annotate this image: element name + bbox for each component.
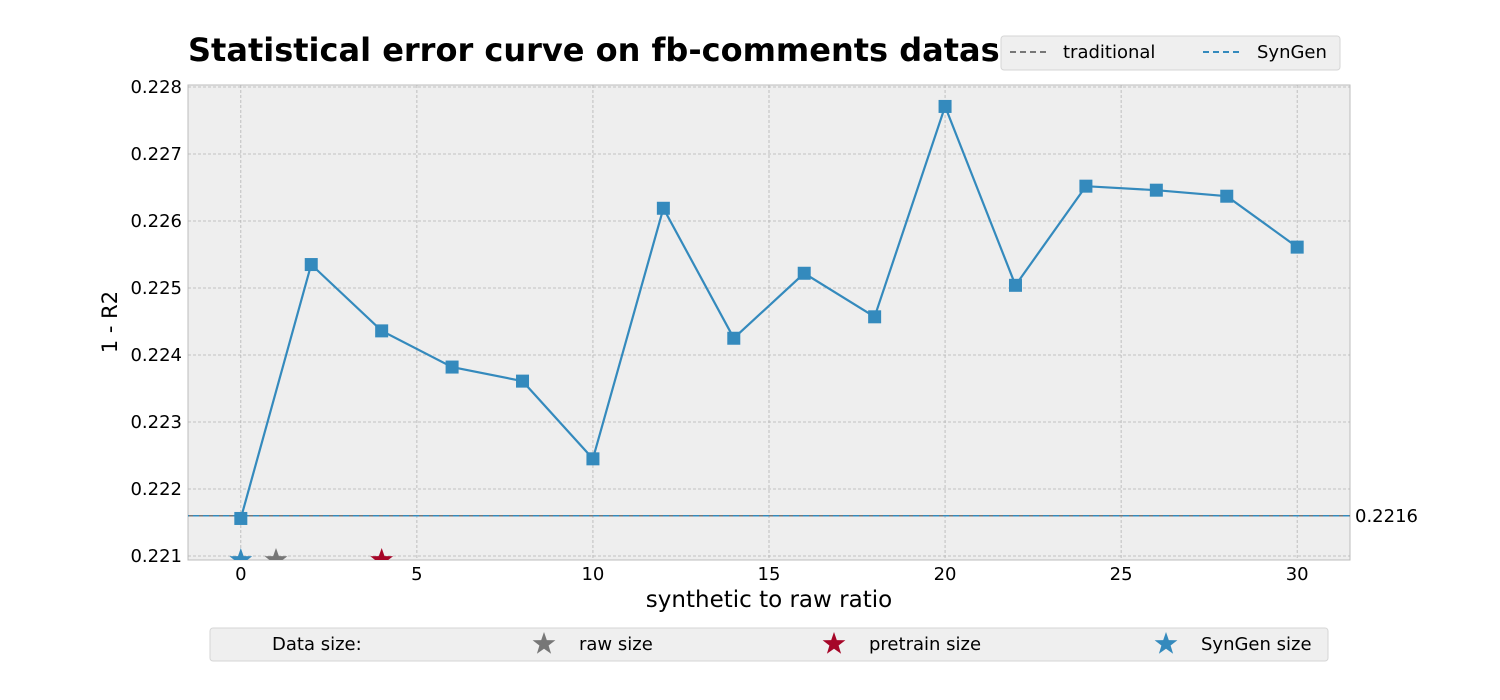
y-tick-label: 0.224 [130,345,182,366]
size-markers [229,548,394,560]
size-star-marker [229,548,253,560]
raw-size-star-icon [532,632,556,654]
size-star-marker [264,548,288,560]
y-axis-label: 1 - R2 [98,291,122,353]
data-point [516,374,530,388]
data-size-legend-box [209,627,1329,662]
legend-label-syngen: SynGen [1257,42,1327,63]
data-point [656,201,670,215]
data-point [304,258,318,272]
x-tick-label: 30 [1286,564,1309,585]
legend: traditional SynGen [1000,35,1341,71]
y-tick-label: 0.228 [130,77,182,98]
pretrain-size-star-icon [822,632,846,654]
syngen-size-star-icon [1154,632,1178,654]
x-tick-label: 15 [758,564,781,585]
series-line [239,103,1298,519]
x-tick-label: 10 [581,564,604,585]
y-tick-label: 0.223 [130,412,182,433]
data-point [375,324,389,338]
x-tick-label: 20 [934,564,957,585]
x-tick-label: 25 [1110,564,1133,585]
legend-label-traditional: traditional [1063,42,1155,63]
x-axis-label: synthetic to raw ratio [646,587,892,613]
data-point [234,511,248,525]
legend-box [1000,35,1341,71]
data-point [1079,179,1093,193]
chart-title: Statistical error curve on fb-comments d… [188,31,1037,69]
pretrain-size-legend-label: pretrain size [869,634,981,655]
data-point [445,360,459,374]
data-point [938,99,952,113]
data-point [1290,240,1304,254]
syngen-size-legend-label: SynGen size [1201,634,1312,655]
y-tick-label: 0.226 [130,211,182,232]
y-tick-label: 0.225 [130,278,182,299]
data-size-legend-title: Data size: [272,634,362,655]
data-point [1008,278,1022,292]
data-point [1149,183,1163,197]
data-point [727,331,741,345]
data-size-legend: Data size: raw size pretrain size SynGen… [209,627,1329,662]
reference-lines: 0.2216 [188,506,1418,527]
x-axis-ticks: 0 5 10 15 20 25 30 [235,564,1309,585]
data-point [797,266,811,280]
data-point [586,452,600,466]
y-tick-label: 0.227 [130,144,182,165]
x-tick-label: 0 [235,564,246,585]
data-point [868,310,882,324]
reference-value-label: 0.2216 [1355,506,1418,527]
grid-lines [188,85,1350,560]
x-tick-label: 5 [411,564,422,585]
y-tick-label: 0.222 [130,479,182,500]
size-marker-group [229,548,394,560]
y-axis-ticks: 0.221 0.222 0.223 0.224 0.225 0.226 0.227 0.228 [130,77,182,567]
raw-size-legend-label: raw size [579,634,653,655]
data-point [1220,189,1234,203]
y-tick-label: 0.221 [130,546,182,567]
series-layer [234,99,1304,525]
size-star-marker [370,548,394,560]
